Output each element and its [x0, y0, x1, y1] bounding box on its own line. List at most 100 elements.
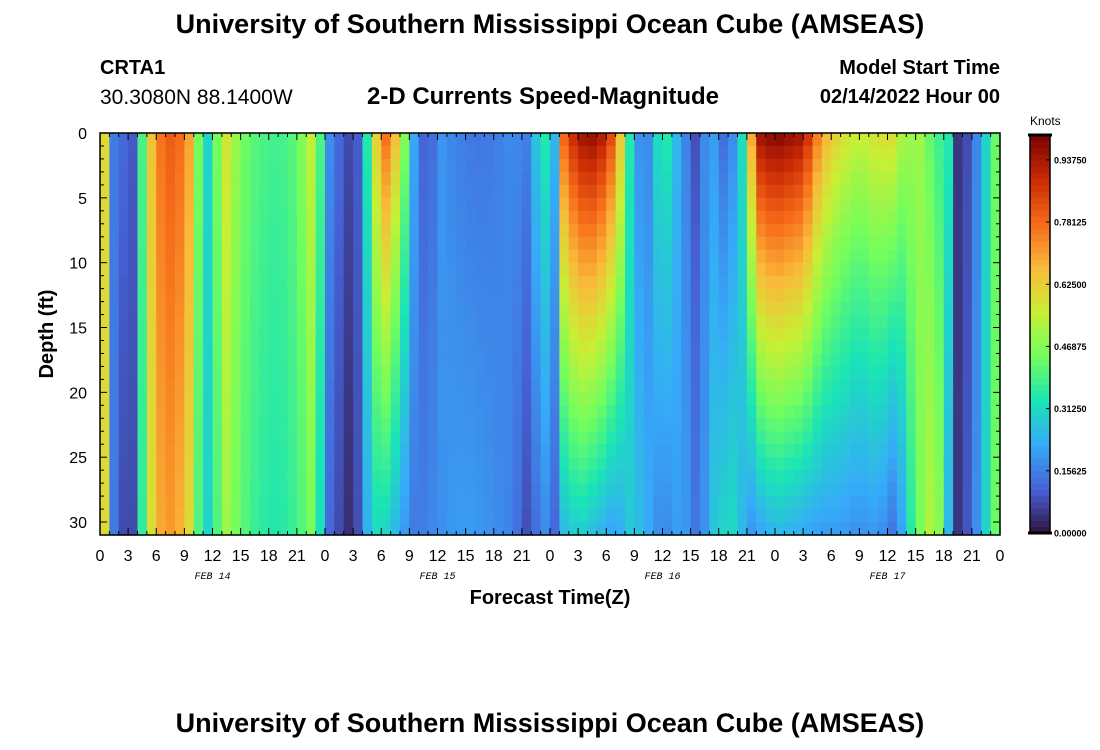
heatmap-cell [681, 327, 692, 342]
heatmap-cell [268, 470, 279, 484]
heatmap-cell [465, 457, 476, 471]
heatmap-cell [840, 301, 851, 316]
heatmap-cell [971, 301, 982, 316]
heatmap-cell [146, 210, 157, 225]
heatmap-cell [934, 171, 945, 186]
heatmap-cell [512, 275, 523, 290]
heatmap-cell [559, 223, 570, 238]
heatmap-cell [540, 522, 551, 536]
heatmap-cell [493, 288, 504, 303]
heatmap-cell [118, 392, 129, 406]
heatmap-cell [821, 340, 832, 355]
heatmap-cell [709, 184, 720, 199]
x-tick-label: 18 [935, 548, 953, 565]
heatmap-cell [484, 145, 495, 160]
heatmap-cell [409, 522, 420, 536]
heatmap-cell [296, 301, 307, 316]
heatmap-cell [746, 184, 757, 199]
heatmap-cell [878, 366, 889, 380]
heatmap-cell [887, 496, 898, 510]
heatmap-cell [521, 158, 532, 173]
heatmap-cell [662, 418, 673, 432]
heatmap-cell [775, 379, 785, 393]
heatmap-cell [446, 249, 457, 264]
heatmap-cell [240, 145, 251, 160]
heatmap-cell [634, 483, 645, 497]
heatmap-cell [821, 366, 832, 380]
heatmap-cell [484, 470, 495, 484]
heatmap-cell [793, 184, 804, 199]
heatmap-cell [671, 288, 682, 303]
heatmap-cell [578, 379, 589, 393]
heatmap-cell [296, 314, 307, 329]
heatmap-cell [934, 223, 945, 238]
heatmap-cell [550, 133, 560, 147]
heatmap-cell [906, 275, 917, 290]
heatmap-cell [653, 236, 664, 251]
heatmap-cell [100, 509, 110, 523]
heatmap-cell [690, 509, 701, 523]
heatmap-cell [165, 444, 176, 458]
heatmap-cell [334, 431, 345, 445]
heatmap-cell [793, 353, 804, 368]
heatmap-cell [278, 496, 289, 510]
heatmap-cell [765, 483, 776, 497]
heatmap-cell [718, 496, 729, 510]
heatmap-cell [690, 275, 701, 290]
heatmap-cell [540, 145, 551, 160]
heatmap-cell [615, 457, 626, 471]
heatmap-cell [240, 509, 251, 523]
heatmap-cell [240, 444, 251, 458]
heatmap-cell [409, 418, 420, 432]
heatmap-cell [690, 522, 701, 536]
heatmap-cell [475, 171, 485, 186]
heatmap-cell [400, 470, 410, 484]
heatmap-cell [812, 133, 823, 147]
heatmap-cell [868, 301, 879, 316]
heatmap-cell [231, 223, 242, 238]
heatmap-cell [343, 444, 354, 458]
heatmap-cell [700, 392, 710, 406]
heatmap-cell [409, 275, 420, 290]
colorbar-swatch [1030, 327, 1050, 335]
heatmap-cell [475, 236, 485, 251]
heatmap-cell [531, 418, 542, 432]
heatmap-cell [700, 457, 710, 471]
heatmap-cell [512, 314, 523, 329]
heatmap-cell [250, 262, 260, 277]
heatmap-cell [418, 288, 429, 303]
heatmap-cell [184, 444, 195, 458]
heatmap-cell [550, 314, 560, 329]
heatmap-cell [325, 275, 335, 290]
heatmap-cell [353, 470, 364, 484]
heatmap-cell [296, 262, 307, 277]
heatmap-cell [137, 353, 148, 368]
heatmap-cell [831, 158, 842, 173]
heatmap-cell [915, 288, 926, 303]
heatmap-cell [353, 418, 364, 432]
heatmap-cell [531, 236, 542, 251]
heatmap-cell [700, 509, 710, 523]
heatmap-cell [596, 392, 607, 406]
heatmap-cell [643, 262, 654, 277]
heatmap-cell [896, 184, 907, 199]
heatmap-cell [465, 379, 476, 393]
heatmap-cell [175, 210, 185, 225]
heatmap-cell [231, 431, 242, 445]
heatmap-cell [962, 197, 973, 212]
heatmap-cell [915, 327, 926, 342]
heatmap-cell [128, 288, 139, 303]
heatmap-cell [971, 431, 982, 445]
heatmap-cell [128, 522, 139, 536]
heatmap-cell [634, 145, 645, 160]
heatmap-cell [915, 496, 926, 510]
heatmap-cell [709, 522, 720, 536]
heatmap-cell [175, 392, 185, 406]
colorbar-tick-label: 0.78125 [1054, 218, 1087, 228]
heatmap-cell [521, 444, 532, 458]
heatmap-cell [793, 236, 804, 251]
heatmap-cell [250, 184, 260, 199]
heatmap-cell [437, 184, 448, 199]
heatmap-cell [765, 223, 776, 238]
heatmap-cell [831, 171, 842, 186]
